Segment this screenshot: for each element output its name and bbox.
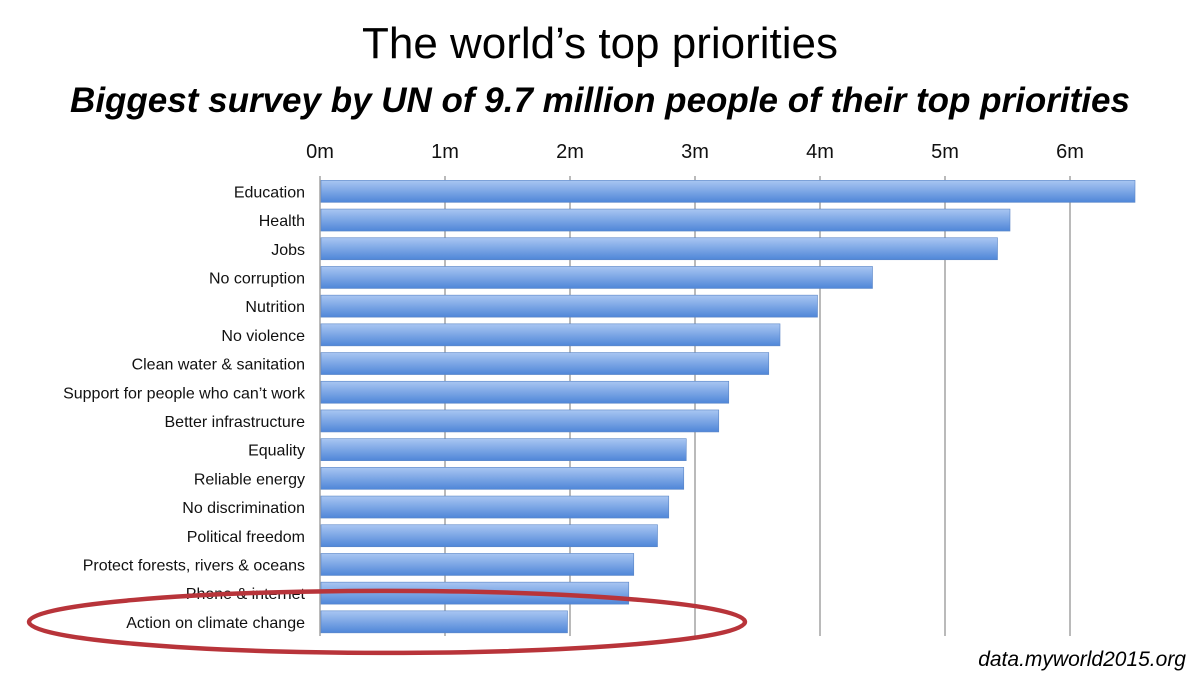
bar-no-corruption bbox=[320, 266, 873, 289]
bar-reliable-energy bbox=[320, 467, 685, 490]
category-label-no-discrimination: No discrimination bbox=[182, 500, 305, 517]
bar-support-for-people-who-can-t-work bbox=[320, 380, 730, 404]
x-tick-label-6m: 6m bbox=[1056, 141, 1084, 163]
x-axis-tick-labels: 0m 1m 2m 3m 4m 5m 6m bbox=[306, 141, 1084, 163]
bar-action-on-climate-change bbox=[320, 610, 568, 634]
x-tick-label-5m: 5m bbox=[931, 141, 959, 163]
bar-no-violence bbox=[320, 323, 781, 347]
x-tick-label-4m: 4m bbox=[806, 141, 834, 163]
category-label-nutrition: Nutrition bbox=[245, 299, 305, 316]
bar-clean-water-sanitation bbox=[320, 352, 770, 375]
x-tick-label-1m: 1m bbox=[431, 141, 459, 163]
bar-political-freedom bbox=[320, 524, 658, 548]
category-label-clean-water-sanitation: Clean water & sanitation bbox=[132, 357, 305, 374]
category-label-action-on-climate-change: Action on climate change bbox=[126, 615, 305, 632]
bar-protect-forests-rivers-oceans bbox=[320, 553, 635, 576]
x-tick-label-3m: 3m bbox=[681, 141, 709, 163]
category-label-political-freedom: Political freedom bbox=[187, 529, 305, 546]
x-tick-label-0m: 0m bbox=[306, 141, 334, 163]
bar-education bbox=[320, 180, 1136, 203]
source-credit: data.myworld2015.org bbox=[978, 648, 1186, 671]
category-label-equality: Equality bbox=[248, 443, 305, 460]
bar-health bbox=[320, 208, 1011, 232]
bar-better-infrastructure bbox=[320, 409, 720, 433]
highlight-annotation bbox=[26, 588, 748, 656]
category-label-no-violence: No violence bbox=[221, 328, 305, 345]
x-tick-label-2m: 2m bbox=[556, 141, 584, 163]
chart-subtitle: Biggest survey by UN of 9.7 million peop… bbox=[70, 81, 1130, 120]
category-label-reliable-energy: Reliable energy bbox=[194, 471, 305, 488]
bars bbox=[320, 180, 1136, 634]
bar-no-discrimination bbox=[320, 495, 670, 519]
category-label-support-for-people-who-can-t-work: Support for people who can’t work bbox=[63, 385, 306, 402]
category-label-protect-forests-rivers-oceans: Protect forests, rivers & oceans bbox=[83, 557, 305, 574]
bar-equality bbox=[320, 438, 687, 461]
highlight-ellipse bbox=[26, 588, 748, 656]
category-labels: Education Health Jobs No corruption Nutritio… bbox=[63, 184, 306, 631]
category-label-no-corruption: No corruption bbox=[209, 270, 305, 287]
category-label-education: Education bbox=[234, 184, 305, 201]
chart-title: The world’s top priorities bbox=[361, 19, 839, 68]
bar-jobs bbox=[320, 237, 998, 261]
category-label-health: Health bbox=[259, 213, 305, 230]
category-label-jobs: Jobs bbox=[271, 242, 305, 259]
bar-nutrition bbox=[320, 294, 818, 318]
category-label-better-infrastructure: Better infrastructure bbox=[165, 414, 306, 431]
